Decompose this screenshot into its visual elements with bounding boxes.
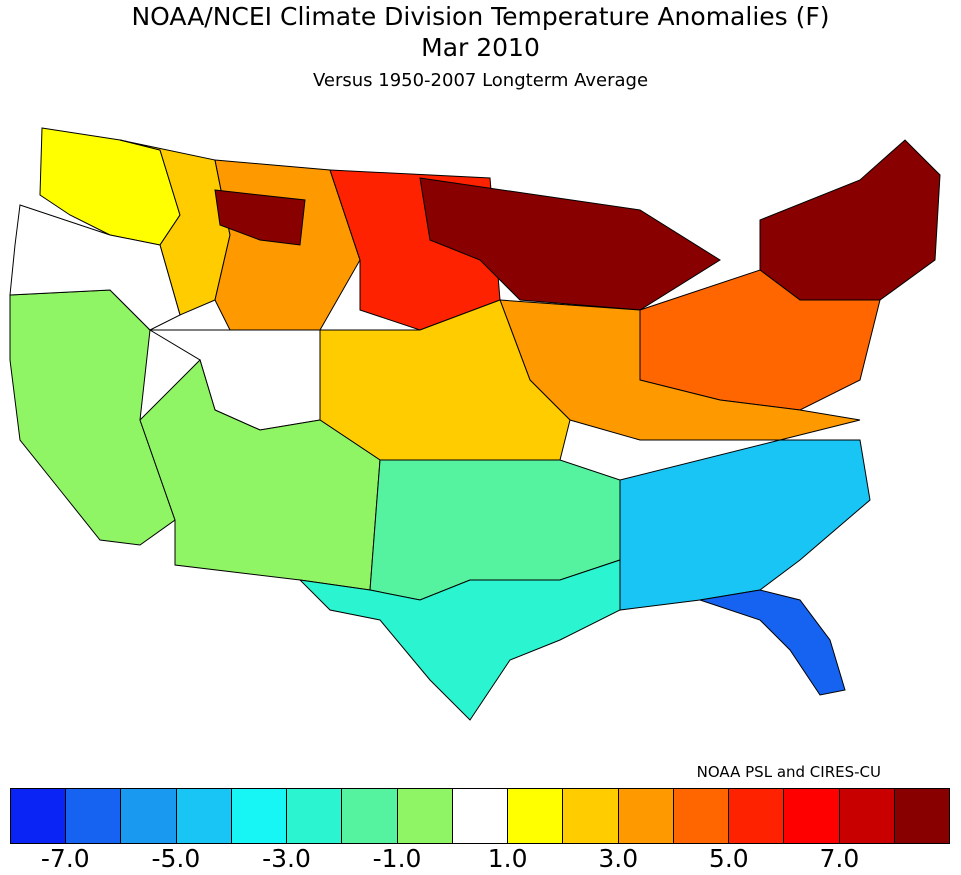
legend-ticks: -7.0 -5.0 -3.0 -1.0 1.0 3.0 5.0 7.0 [0,844,961,874]
region-upper-midwest [419,177,721,311]
legend-swatch [508,789,564,843]
map-period: Mar 2010 [421,33,540,62]
legend-swatch [342,789,398,843]
legend-swatch [11,789,67,843]
map-subtitle: Versus 1950-2007 Longterm Average [312,70,649,91]
legend-tick-label: -7.0 [40,844,90,873]
legend-swatch [66,789,122,843]
legend-swatch [673,789,730,843]
region-southeast [619,439,871,611]
legend-swatch [121,789,177,843]
legend-swatch [784,789,840,843]
legend-swatch [618,789,674,843]
credit-label: NOAA PSL and CIRES-CU [696,763,881,781]
legend-tick-label: -5.0 [151,844,201,873]
map-title: NOAA/NCEI Climate Division Temperature A… [131,2,830,31]
region-montana-hot-spot [214,189,306,246]
legend-tick-label: -3.0 [262,844,311,873]
legend-swatch [894,789,949,843]
legend-tick-label: -1.0 [372,844,422,873]
legend-swatch [287,789,343,843]
legend-swatch [452,789,509,843]
color-legend [10,788,950,844]
legend-swatch [729,789,785,843]
legend-swatch [839,789,895,843]
legend-tick-label: 3.0 [598,844,639,873]
region-florida [699,589,846,696]
region-gulf-coast [298,559,621,721]
region-northeast [759,139,941,301]
legend-tick-label: 7.0 [819,844,860,873]
us-climate-division-map [9,127,941,721]
legend-tick-label: 1.0 [487,844,528,873]
legend-swatch [231,789,288,843]
legend-swatch [397,789,453,843]
legend-tick-label: 5.0 [708,844,749,873]
legend-swatch [563,789,619,843]
legend-swatch [176,789,232,843]
